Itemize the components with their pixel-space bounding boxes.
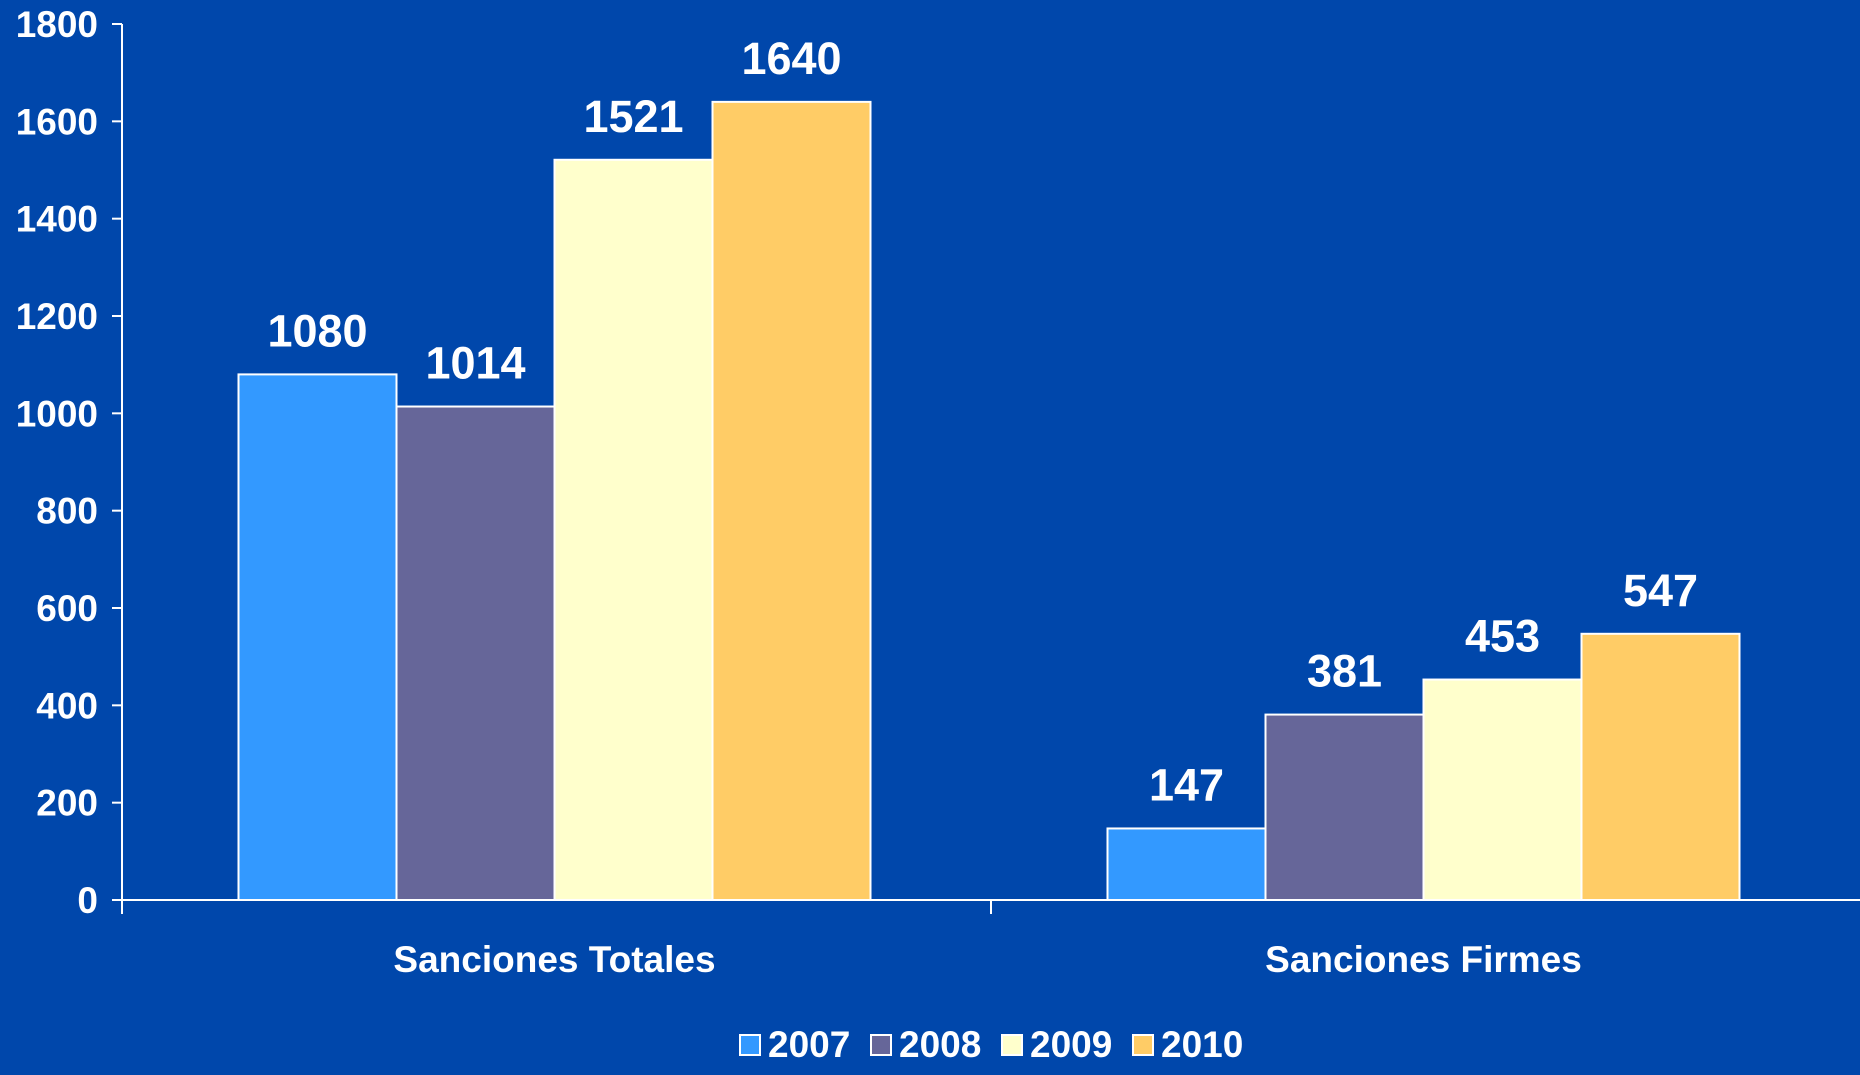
y-tick-label: 0 xyxy=(77,880,98,921)
x-category-label: Sanciones Totales xyxy=(393,939,715,980)
y-tick-label: 1600 xyxy=(16,101,98,142)
y-tick-label: 1200 xyxy=(16,296,98,337)
y-axis: 0 200 400 600 800 1000 1200 1400 1600 1800 xyxy=(16,4,123,921)
bar-2007-1 xyxy=(1106,827,1267,902)
data-label: 1521 xyxy=(583,91,683,142)
bar-2008-1 xyxy=(1264,713,1425,902)
bar-2007-0 xyxy=(237,373,398,901)
bar-2010-1 xyxy=(1580,632,1741,901)
data-label: 453 xyxy=(1465,611,1540,662)
legend-label: 2007 xyxy=(768,1024,850,1065)
y-tick-label: 1800 xyxy=(16,4,98,45)
y-tick-label: 800 xyxy=(36,491,98,532)
data-label: 1014 xyxy=(425,338,525,389)
data-label: 381 xyxy=(1307,646,1382,697)
y-tick-label: 400 xyxy=(36,685,98,726)
bar-2009-1 xyxy=(1422,678,1583,901)
x-axis: Sanciones Totales Sanciones Firmes xyxy=(121,899,1860,980)
data-label: 547 xyxy=(1623,565,1698,616)
legend-label: 2010 xyxy=(1161,1024,1243,1065)
data-label: 147 xyxy=(1149,759,1224,810)
data-label: 1080 xyxy=(267,305,367,356)
y-tick-label: 1400 xyxy=(16,199,98,240)
x-category-label: Sanciones Firmes xyxy=(1265,939,1582,980)
data-label: 1640 xyxy=(741,33,841,84)
bar-series-group xyxy=(237,100,1741,902)
legend-swatch-2009 xyxy=(1001,1034,1023,1056)
y-tick-label: 1000 xyxy=(16,393,98,434)
legend-label: 2008 xyxy=(899,1024,981,1065)
legend-swatch-2007 xyxy=(739,1034,761,1056)
y-tick-label: 600 xyxy=(36,588,98,629)
legend: 2007 2008 2009 2010 xyxy=(739,1024,1243,1065)
bar-2009-0 xyxy=(553,158,714,901)
data-labels-group: 1080 1014 1521 1640 147 381 453 547 xyxy=(267,33,1698,811)
legend-swatch-2010 xyxy=(1132,1034,1154,1056)
bar-2010-0 xyxy=(711,100,872,902)
y-tick-label: 200 xyxy=(36,783,98,824)
legend-swatch-2008 xyxy=(870,1034,892,1056)
bar-2008-0 xyxy=(395,405,556,901)
legend-label: 2009 xyxy=(1030,1024,1112,1065)
